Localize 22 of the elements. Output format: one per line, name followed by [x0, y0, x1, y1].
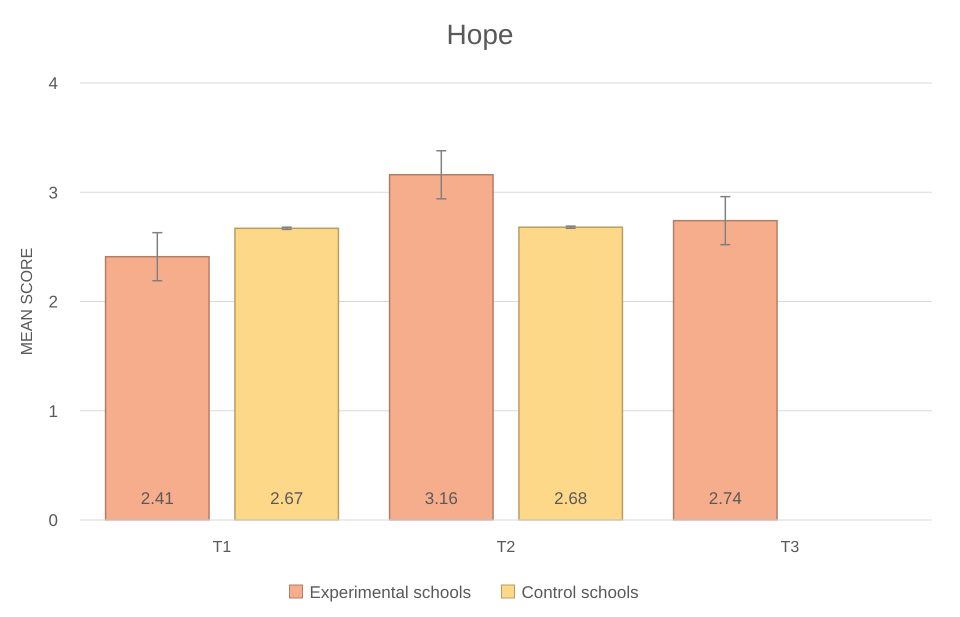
x-tick-label: T3	[780, 539, 800, 556]
bar	[234, 228, 340, 521]
data-label: 2.67	[270, 489, 304, 508]
bar	[672, 220, 778, 521]
y-axis-title: MEAN SCORE	[19, 248, 36, 356]
y-tick-label: 0	[48, 511, 58, 530]
legend-label: Control schools	[522, 583, 639, 602]
y-tick-label: 4	[48, 74, 58, 93]
y-tick-label: 1	[48, 402, 58, 421]
bar	[104, 256, 210, 521]
legend-label: Experimental schools	[310, 583, 472, 602]
bar	[518, 226, 624, 521]
y-tick-label: 2	[48, 292, 58, 312]
y-tick-label: 3	[48, 183, 58, 202]
data-label: 2.68	[554, 489, 588, 508]
data-label: 2.41	[140, 489, 174, 508]
chart-title: Hope	[446, 19, 514, 50]
x-tick-label: T1	[212, 539, 232, 556]
data-label: 3.16	[424, 489, 458, 508]
data-label: 2.74	[708, 489, 742, 508]
x-tick-label: T2	[496, 539, 516, 556]
bar	[388, 174, 494, 521]
